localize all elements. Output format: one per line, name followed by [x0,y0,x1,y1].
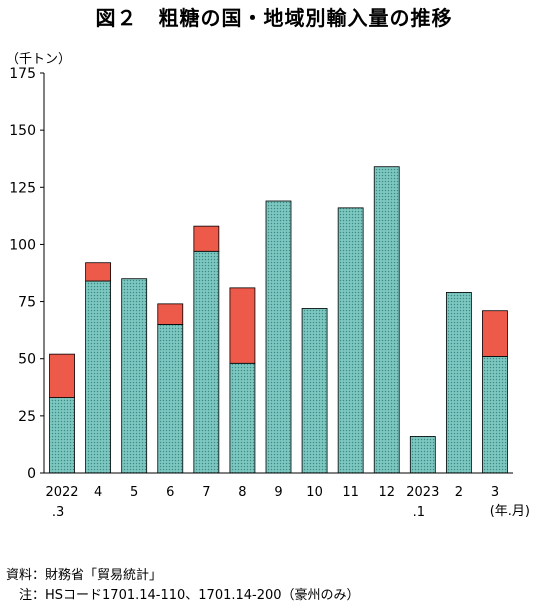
x-tick-label: 3 [491,485,499,500]
y-tick-label: 100 [9,237,36,253]
bar-upper-0 [49,353,75,398]
x-tick-label: 12 [378,485,395,500]
x-tick-label: 7 [202,485,210,500]
x-tick-sublabel: .1 [413,505,425,520]
y-unit-label: （千トン） [6,52,72,67]
bar-lower-7 [301,308,328,474]
bar-upper-5 [229,287,256,364]
x-tick-label: 10 [306,485,323,500]
bar-upper-3 [157,303,184,325]
bars-layer [49,166,508,474]
bar-upper-4 [193,225,220,252]
bar-lower-8 [337,207,364,474]
bar-lower-5 [229,362,256,474]
bar-lower-2 [121,278,148,474]
x-tick-label: 9 [274,485,282,500]
bar-lower-9 [373,166,400,474]
y-ticks-layer: 0 25 50 75 100 125 150 175 [9,66,44,482]
bar-lower-4 [193,250,220,474]
x-tick-label: 8 [238,485,246,500]
bar-lower-11 [445,292,472,474]
bar-lower-10 [409,436,436,474]
y-tick-label: 50 [18,352,36,368]
bar-lower-6 [265,200,292,474]
bar-upper-12 [482,310,508,357]
source-note: 資料：財務省「貿易統計」 [6,568,163,583]
x-tick-sublabel: .3 [52,505,64,520]
notes: 資料：財務省「貿易統計」 注：HSコード1701.14-110、1701.14-… [6,566,360,606]
x-labels-layer: 2022 .3 4 5 6 7 8 9 10 11 12 2023 .1 2 3 [45,485,499,520]
bar-lower-1 [85,280,112,474]
bar-lower-3 [157,324,184,474]
bar-lower-12 [482,356,508,474]
y-tick-label: 150 [9,123,36,139]
y-tick-label: 125 [9,180,36,196]
x-tick-label: 4 [94,485,102,500]
x-tick-label: 2022 [45,485,78,500]
chart-title: 図２ 粗糖の国・地域別輸入量の推移 [95,6,453,30]
bar-lower-0 [49,397,75,474]
x-tick-label: 6 [166,485,174,500]
y-tick-label: 25 [18,409,36,425]
y-tick-label: 175 [9,66,36,82]
x-unit-label: (年.月) [490,504,530,519]
y-tick-label: 0 [27,466,36,482]
x-tick-label: 2 [455,485,463,500]
hs-code-note: 注：HSコード1701.14-110、1701.14-200（豪州のみ） [6,588,360,603]
y-tick-label: 75 [18,295,36,311]
axes-layer [43,73,513,474]
x-tick-label: 5 [130,485,138,500]
bar-upper-1 [85,262,112,282]
x-tick-label: 2023 [406,485,439,500]
x-tick-label: 11 [342,485,359,500]
